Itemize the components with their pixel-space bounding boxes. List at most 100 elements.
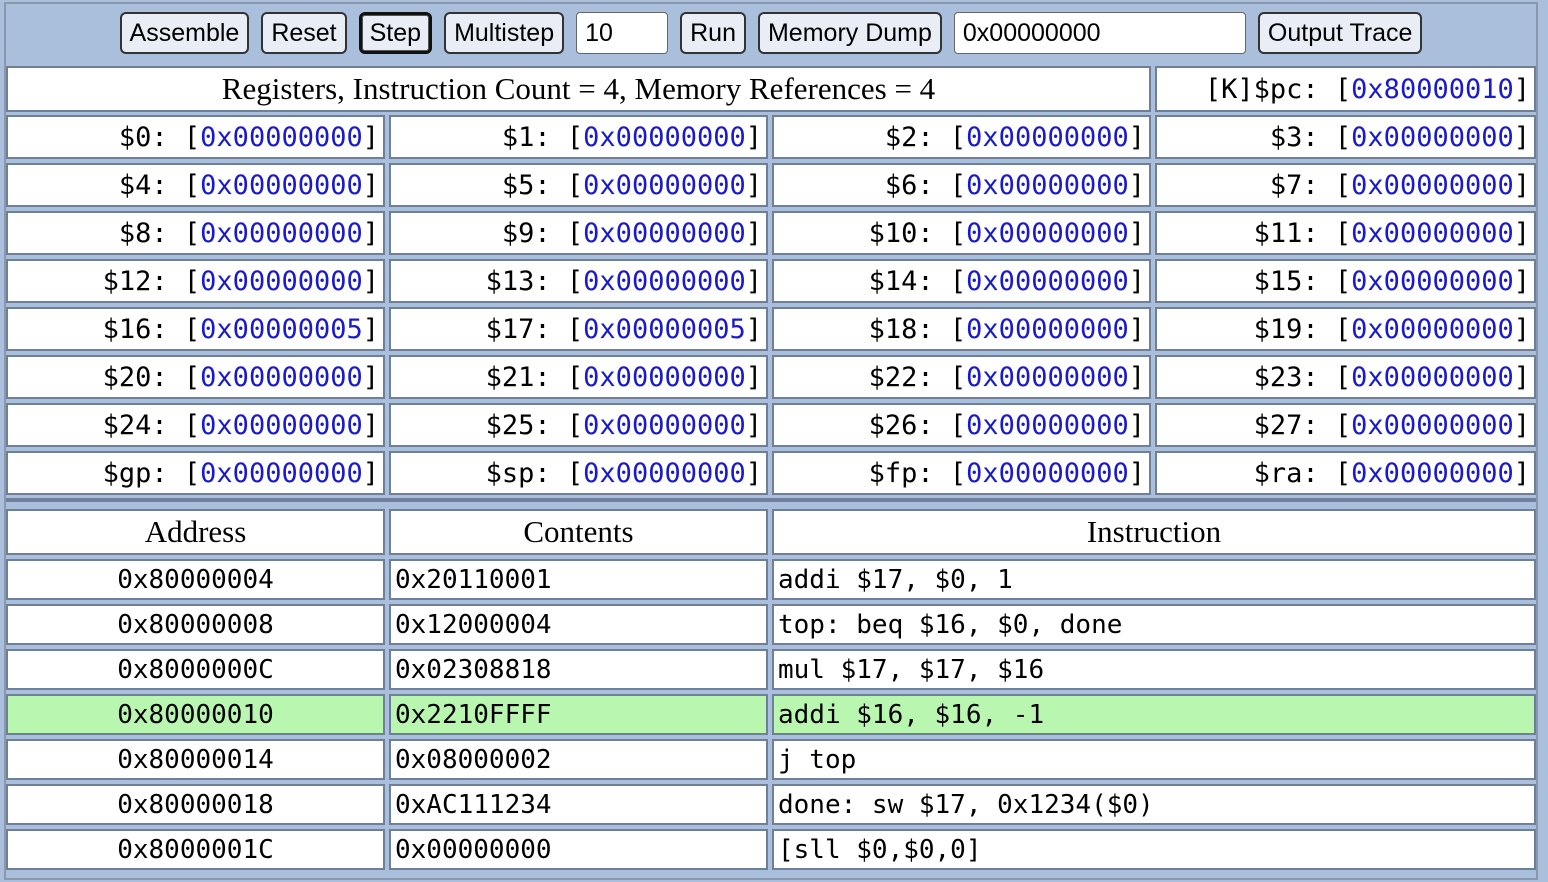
register-label: $18: [ bbox=[868, 313, 967, 345]
pc-register: [K]$pc: [0x80000010] bbox=[1155, 66, 1536, 112]
register-close-bracket: ] bbox=[362, 457, 379, 489]
register-value: 0x00000005 bbox=[583, 313, 746, 345]
register-cell: $2: [0x00000000] bbox=[772, 115, 1151, 159]
register-close-bracket: ] bbox=[1513, 169, 1530, 201]
register-label: $12: [ bbox=[102, 265, 201, 297]
register-cell: $1: [0x00000000] bbox=[389, 115, 768, 159]
contents-cell: 0x08000002 bbox=[389, 739, 768, 780]
register-cell: $fp: [0x00000000] bbox=[772, 451, 1151, 495]
register-value: 0x00000000 bbox=[966, 457, 1129, 489]
register-close-bracket: ] bbox=[1513, 313, 1530, 345]
register-close-bracket: ] bbox=[745, 409, 762, 441]
register-value: 0x00000000 bbox=[583, 457, 746, 489]
register-cell: $13: [0x00000000] bbox=[389, 259, 768, 303]
register-value: 0x00000000 bbox=[200, 169, 363, 201]
register-close-bracket: ] bbox=[745, 121, 762, 153]
multistep-button[interactable]: Multistep bbox=[444, 12, 565, 54]
register-label: $fp: [ bbox=[868, 457, 967, 489]
register-cell: $25: [0x00000000] bbox=[389, 403, 768, 447]
step-button[interactable]: Step bbox=[358, 12, 433, 54]
register-label: $15: [ bbox=[1253, 265, 1352, 297]
assemble-button[interactable]: Assemble bbox=[119, 12, 250, 54]
multistep-count-input[interactable]: 10 bbox=[576, 12, 669, 54]
register-value: 0x00000000 bbox=[1351, 361, 1514, 393]
register-cell: $12: [0x00000000] bbox=[6, 259, 385, 303]
register-close-bracket: ] bbox=[1513, 121, 1530, 153]
toolbar: Assemble Reset Step Multistep 10 Run Mem… bbox=[6, 4, 1536, 62]
register-close-bracket: ] bbox=[362, 361, 379, 393]
memory-dump-button[interactable]: Memory Dump bbox=[757, 12, 942, 54]
contents-cell: 0x00000000 bbox=[389, 829, 768, 870]
register-close-bracket: ] bbox=[1128, 265, 1145, 297]
register-label: $24: [ bbox=[102, 409, 201, 441]
register-value: 0x00000000 bbox=[1351, 121, 1514, 153]
register-value: 0x00000000 bbox=[966, 313, 1129, 345]
instruction-column-header: Instruction bbox=[772, 509, 1536, 555]
register-value: 0x00000000 bbox=[200, 409, 363, 441]
address-cell: 0x8000000C bbox=[6, 649, 385, 690]
register-label: $20: [ bbox=[102, 361, 201, 393]
register-cell: $3: [0x00000000] bbox=[1155, 115, 1536, 159]
register-value: 0x00000000 bbox=[583, 409, 746, 441]
register-close-bracket: ] bbox=[745, 217, 762, 249]
run-button[interactable]: Run bbox=[680, 12, 746, 54]
register-close-bracket: ] bbox=[1128, 361, 1145, 393]
register-label: $26: [ bbox=[868, 409, 967, 441]
register-value: 0x00000000 bbox=[966, 265, 1129, 297]
register-cell: $21: [0x00000000] bbox=[389, 355, 768, 399]
register-cell: $sp: [0x00000000] bbox=[389, 451, 768, 495]
register-value: 0x00000000 bbox=[200, 217, 363, 249]
current-address-cell: 0x80000010 bbox=[6, 694, 385, 735]
register-cell: $10: [0x00000000] bbox=[772, 211, 1151, 255]
register-value: 0x00000000 bbox=[583, 169, 746, 201]
pc-close: ] bbox=[1513, 73, 1530, 105]
register-label: $23: [ bbox=[1253, 361, 1352, 393]
register-label: $16: [ bbox=[102, 313, 201, 345]
section-divider bbox=[6, 498, 1536, 502]
contents-cell: 0x02308818 bbox=[389, 649, 768, 690]
register-label: $ra: [ bbox=[1253, 457, 1352, 489]
register-cell: $17: [0x00000005] bbox=[389, 307, 768, 351]
register-cell: $20: [0x00000000] bbox=[6, 355, 385, 399]
register-label: $2: [ bbox=[884, 121, 967, 153]
contents-cell: 0xAC111234 bbox=[389, 784, 768, 825]
register-value: 0x00000000 bbox=[966, 121, 1129, 153]
register-value: 0x00000000 bbox=[966, 217, 1129, 249]
address-cell: 0x80000008 bbox=[6, 604, 385, 645]
register-value: 0x00000000 bbox=[966, 169, 1129, 201]
instruction-cell: mul $17, $17, $16 bbox=[772, 649, 1536, 690]
memory-address-input[interactable]: 0x00000000 bbox=[953, 12, 1246, 54]
instruction-cell: done: sw $17, 0x1234($0) bbox=[772, 784, 1536, 825]
register-cell: $ra: [0x00000000] bbox=[1155, 451, 1536, 495]
current-instruction-cell: addi $16, $16, -1 bbox=[772, 694, 1536, 735]
register-value: 0x00000000 bbox=[966, 361, 1129, 393]
register-close-bracket: ] bbox=[1513, 409, 1530, 441]
register-close-bracket: ] bbox=[362, 409, 379, 441]
register-label: $7: [ bbox=[1269, 169, 1352, 201]
register-close-bracket: ] bbox=[362, 217, 379, 249]
register-cell: $4: [0x00000000] bbox=[6, 163, 385, 207]
register-value: 0x00000005 bbox=[200, 313, 363, 345]
register-cell: $14: [0x00000000] bbox=[772, 259, 1151, 303]
register-close-bracket: ] bbox=[1513, 265, 1530, 297]
register-label: $13: [ bbox=[485, 265, 584, 297]
address-cell: 0x80000014 bbox=[6, 739, 385, 780]
register-close-bracket: ] bbox=[1513, 217, 1530, 249]
register-cell: $27: [0x00000000] bbox=[1155, 403, 1536, 447]
pc-label: [K]$pc: [ bbox=[1204, 73, 1352, 105]
register-cell: $7: [0x00000000] bbox=[1155, 163, 1536, 207]
output-trace-button[interactable]: Output Trace bbox=[1257, 12, 1423, 54]
register-value: 0x00000000 bbox=[1351, 457, 1514, 489]
address-cell: 0x80000018 bbox=[6, 784, 385, 825]
register-value: 0x00000000 bbox=[1351, 169, 1514, 201]
register-label: $19: [ bbox=[1253, 313, 1352, 345]
register-value: 0x00000000 bbox=[1351, 217, 1514, 249]
registers-header: Registers, Instruction Count = 4, Memory… bbox=[6, 66, 1151, 112]
register-cell: $16: [0x00000005] bbox=[6, 307, 385, 351]
register-close-bracket: ] bbox=[745, 265, 762, 297]
current-contents-cell: 0x2210FFFF bbox=[389, 694, 768, 735]
register-cell: $11: [0x00000000] bbox=[1155, 211, 1536, 255]
instruction-cell: j top bbox=[772, 739, 1536, 780]
reset-button[interactable]: Reset bbox=[261, 12, 347, 54]
contents-cell: 0x20110001 bbox=[389, 559, 768, 600]
